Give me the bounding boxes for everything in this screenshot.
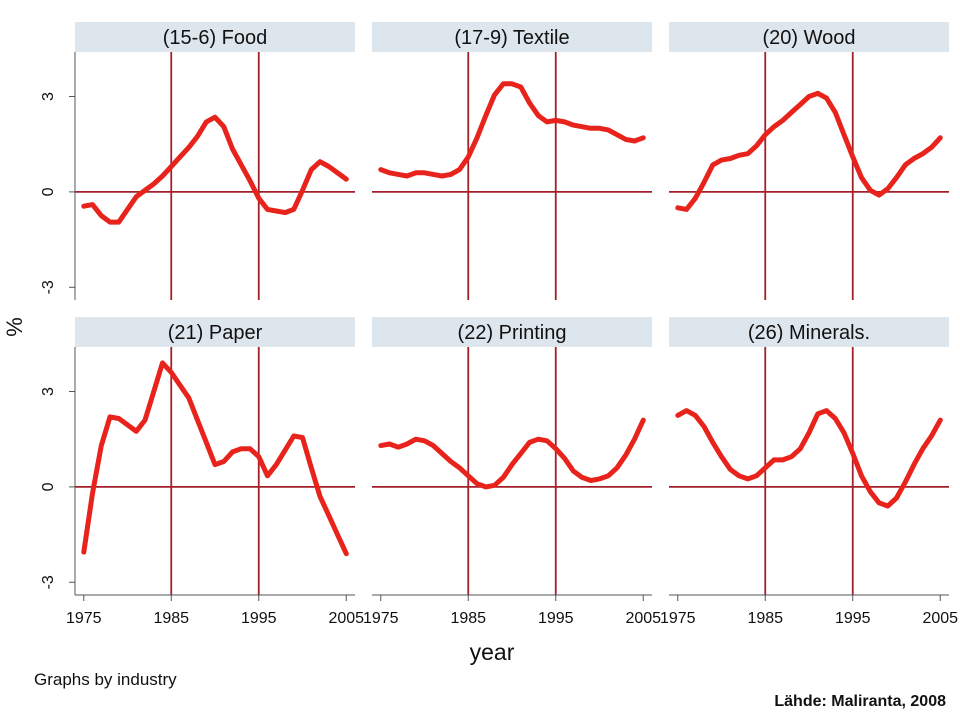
x-axis-label: year [470, 639, 515, 665]
series-line [378, 81, 646, 179]
x-tick-label: 1975 [66, 610, 102, 627]
x-tick-label: 1995 [241, 610, 277, 627]
panel-title-strip [372, 22, 652, 52]
panel-title: (21) Paper [168, 322, 263, 344]
y-tick-label: -3 [40, 575, 57, 589]
y-tick-label: 3 [40, 387, 57, 396]
panel-5: (22) Printing 1975 1985 1995 2005 [363, 317, 661, 627]
series-line [81, 114, 349, 225]
panel-1: (15-6) Food -3 0 3 [40, 22, 355, 300]
series-line [675, 408, 943, 509]
panel-title: (17-9) Textile [454, 27, 569, 49]
x-tick-label: 1975 [660, 610, 696, 627]
panel-title-strip [75, 22, 355, 52]
panel-4: (21) Paper -3 0 3 1975 1985 1995 2005 [40, 317, 364, 627]
panel-title: (26) Minerals. [748, 322, 870, 344]
series-line [378, 417, 646, 490]
panel-title-strip [75, 317, 355, 347]
y-tick-label: 0 [40, 187, 57, 196]
panel-2: (17-9) Textile [372, 22, 652, 300]
source-note: Lähde: Maliranta, 2008 [774, 693, 946, 710]
graphs-by-note: Graphs by industry [34, 670, 177, 689]
y-tick-label: 0 [40, 482, 57, 491]
y-tick-label: -3 [40, 280, 57, 294]
panel-title-strip [372, 317, 652, 347]
panels-group: (15-6) Food -3 0 3 (17-9) Textile (20) Wood (2… [40, 22, 958, 627]
x-tick-label: 2005 [922, 610, 958, 627]
panel-3: (20) Wood [669, 22, 949, 300]
panel-title-strip [669, 317, 949, 347]
x-tick-label: 2005 [328, 610, 364, 627]
panel-title-strip [669, 22, 949, 52]
panel-title: (20) Wood [762, 27, 855, 49]
panel-title: (15-6) Food [163, 27, 268, 49]
x-tick-label: 1975 [363, 610, 399, 627]
x-tick-label: 1995 [538, 610, 574, 627]
panel-title: (22) Printing [458, 322, 567, 344]
x-tick-label: 1985 [747, 610, 783, 627]
x-tick-label: 2005 [625, 610, 661, 627]
y-tick-label: 3 [40, 92, 57, 101]
x-tick-label: 1995 [835, 610, 871, 627]
x-tick-label: 1985 [153, 610, 189, 627]
series-line [81, 360, 349, 557]
series-line [675, 90, 943, 212]
y-axis-label: % [2, 317, 27, 337]
panel-6: (26) Minerals. 1975 1985 1995 2005 [660, 317, 958, 627]
x-tick-label: 1985 [450, 610, 486, 627]
